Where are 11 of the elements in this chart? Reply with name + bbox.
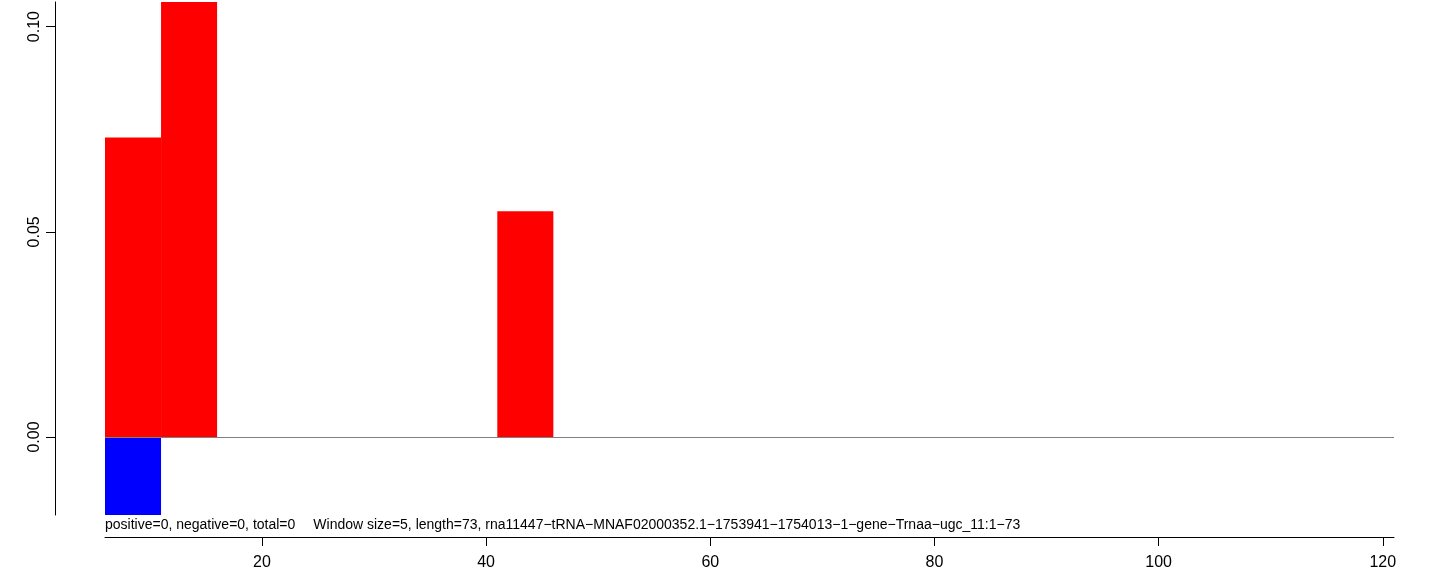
x-tick-label: 100 xyxy=(1145,552,1173,570)
y-tick-label: 0.00 xyxy=(24,421,42,453)
x-tick-label: 80 xyxy=(925,552,944,570)
x-tick-label: 40 xyxy=(477,552,496,570)
x-tick-label: 20 xyxy=(253,552,271,570)
y-tick-label: 0.05 xyxy=(24,216,42,248)
y-tick-label: 0.10 xyxy=(24,10,42,43)
text: positive=0, negative=0, total=0 xyxy=(105,516,296,532)
x-tick-label: 60 xyxy=(701,552,720,570)
text: Window size=5, length=73, rna11447−tRNA−MNAF02000352.1−1753941−1754013−1−gene−Trnaa−ugc_11:1−73 xyxy=(313,516,1021,532)
x-tick-label: 120 xyxy=(1369,552,1397,570)
